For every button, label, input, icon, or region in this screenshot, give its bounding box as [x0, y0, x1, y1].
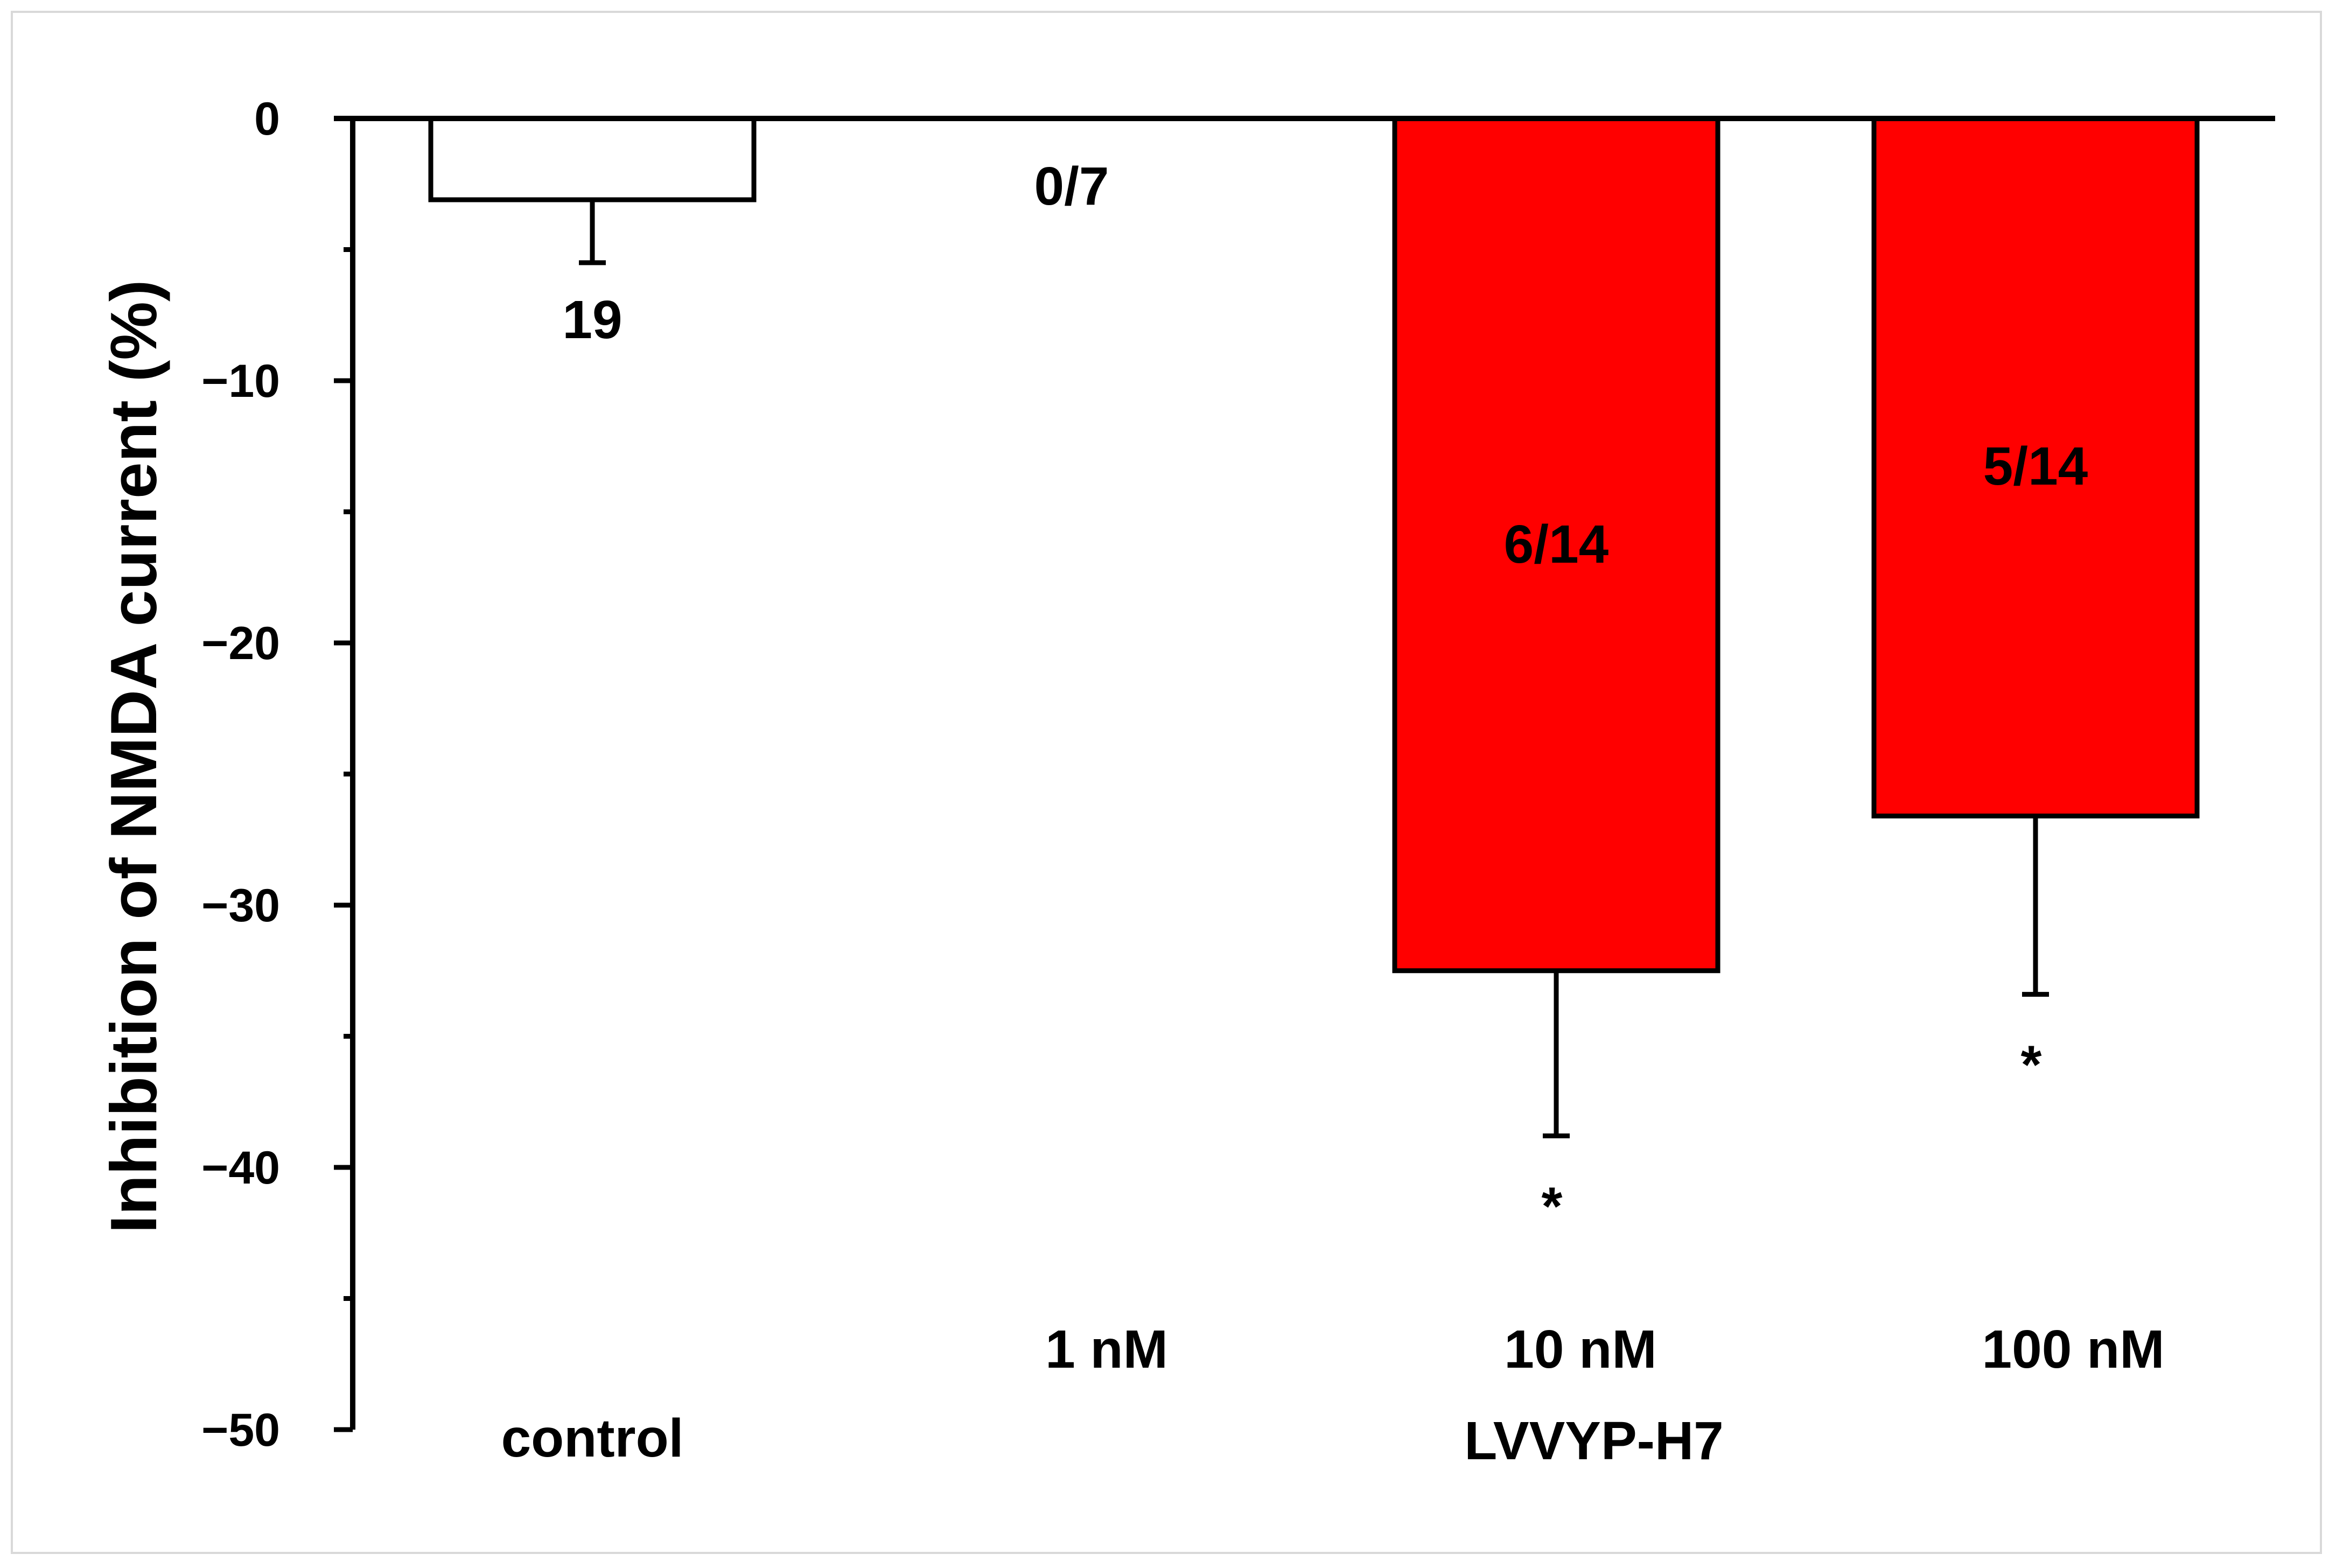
x-category-label-1-nM: 1 nM [1045, 1319, 1168, 1380]
bar-control [428, 116, 757, 202]
bar-annotation-10-nM: 6/14 [1504, 514, 1609, 575]
bar-annotation-1-nM: 0/7 [1034, 156, 1109, 216]
bar-10-nM [1392, 116, 1720, 974]
error-bars [579, 199, 2049, 1139]
bar-annotation-100-nM: 5/14 [1983, 436, 2088, 496]
y-tick-label: −40 [201, 1142, 280, 1194]
y-tick-label: −30 [201, 880, 280, 932]
significance-marker-10-nM: * [1542, 1177, 1563, 1237]
x-category-label-control: control [501, 1408, 684, 1468]
significance-marker-100-nM: * [2021, 1035, 2042, 1095]
bar-annotation-control: 19 [562, 290, 622, 350]
x-category-label-100-nM: 100 nM [1982, 1319, 2164, 1380]
y-axis-title: Inhibition of NMDA current (%) [97, 279, 170, 1233]
axes [334, 116, 2275, 1432]
group-label: LVVYP-H7 [1464, 1411, 1724, 1471]
y-tick-label: −50 [201, 1404, 280, 1456]
labels: 19 control 0/7 1 nM 6/14 * 10 nM 5/14 * 100 nM 0 −1… [201, 93, 2164, 1468]
y-tick-label: −10 [201, 355, 280, 407]
y-tick-label: −20 [201, 618, 280, 669]
bars [428, 116, 2200, 974]
x-category-label-10-nM: 10 nM [1504, 1319, 1656, 1380]
y-tick-label: 0 [254, 93, 280, 145]
